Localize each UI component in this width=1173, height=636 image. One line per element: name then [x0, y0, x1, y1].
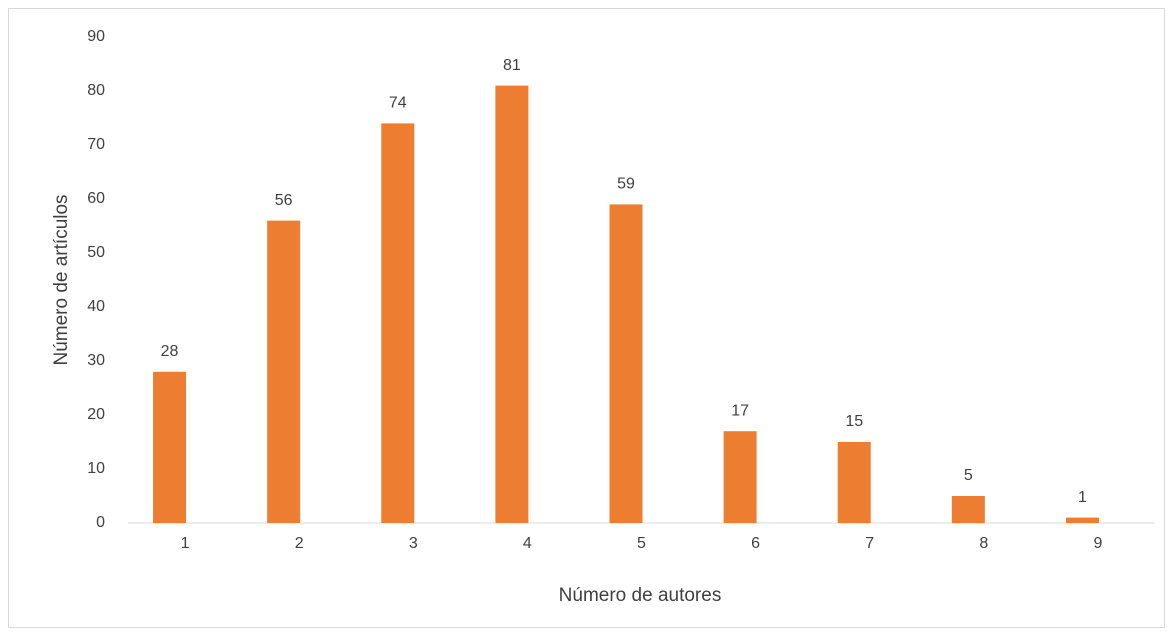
x-tick-label: 8: [979, 535, 988, 552]
x-tick-label: 1: [181, 535, 190, 552]
bar: [723, 431, 757, 523]
y-tick-label: 80: [87, 82, 105, 99]
data-label: 59: [617, 176, 635, 193]
x-tick-label: 4: [523, 535, 532, 552]
y-tick-label: 60: [87, 190, 105, 207]
y-tick-label: 50: [87, 244, 105, 261]
y-axis-title: Número de artículos: [51, 194, 72, 365]
x-tick-label: 5: [637, 535, 646, 552]
bar: [267, 220, 301, 523]
data-label: 74: [389, 95, 407, 112]
data-label: 28: [161, 343, 179, 360]
y-tick-label: 90: [87, 28, 105, 45]
y-tick-label: 0: [96, 514, 105, 531]
y-tick-label: 10: [87, 460, 105, 477]
data-label: 17: [731, 402, 749, 419]
bar: [837, 442, 871, 523]
bar: [609, 204, 643, 523]
x-tick-label: 9: [1093, 535, 1102, 552]
x-tick-label: 7: [865, 535, 874, 552]
x-tick-label: 3: [409, 535, 418, 552]
y-tick-label: 40: [87, 298, 105, 315]
bar: [951, 496, 985, 523]
data-label: 81: [503, 57, 521, 74]
bar: [381, 123, 415, 524]
bar: [1065, 517, 1099, 523]
data-label: 15: [845, 413, 863, 430]
x-tick-label: 6: [751, 535, 760, 552]
bar: [153, 371, 187, 523]
x-tick-label: 2: [295, 535, 304, 552]
y-tick-label: 70: [87, 136, 105, 153]
y-tick-label: 30: [87, 352, 105, 369]
data-label: 56: [275, 192, 293, 209]
y-tick-label: 20: [87, 406, 105, 423]
data-label: 1: [1078, 489, 1087, 506]
chart-border: [8, 8, 1165, 628]
bar: [495, 85, 529, 523]
x-axis-title: Número de autores: [559, 585, 722, 606]
data-label: 5: [964, 467, 973, 484]
